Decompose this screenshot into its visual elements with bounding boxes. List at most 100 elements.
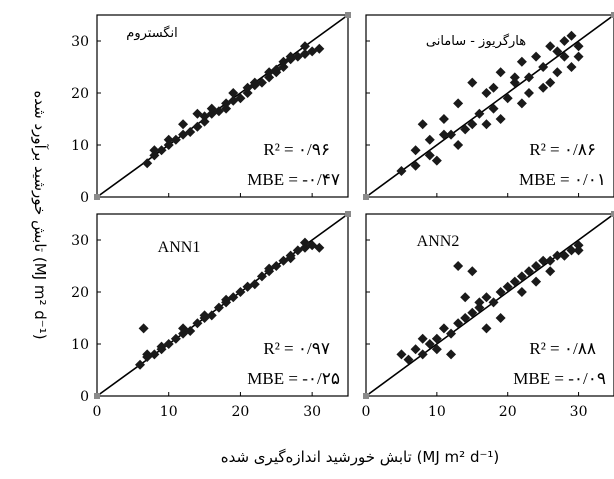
data-point [278,62,289,72]
x-tick-label: 0 [93,404,102,420]
data-point [481,292,492,303]
data-point [410,145,421,156]
x-tick-label: 20 [232,404,250,420]
data-point [566,62,577,72]
r2-label: R² = ۰/۸۸ [529,339,596,358]
data-point [431,344,442,355]
one-to-one-line [365,213,614,397]
data-point [163,134,174,145]
data-point [149,349,160,360]
data-point [523,88,534,98]
end-marker [345,211,351,217]
data-point [221,103,232,114]
data-point [271,67,282,78]
data-point [192,121,203,132]
data-point [488,297,499,308]
data-point [149,150,160,161]
data-point [431,155,442,166]
data-point [149,145,160,156]
data-point [410,160,421,171]
data-point [396,349,407,360]
data-point [256,77,267,88]
x-tick-label: 10 [160,404,178,420]
data-point [474,302,485,313]
data-point [417,119,428,130]
panel-title: ANN2 [417,233,460,250]
data-point [481,119,492,130]
data-point [566,30,577,41]
data-point [516,287,527,297]
data-point [135,359,146,370]
origin-marker [94,194,100,200]
data-point [488,82,499,93]
data-point [453,318,464,329]
x-tick-label: 20 [499,404,517,420]
data-point [488,103,499,114]
plot-frame [96,213,349,397]
data-point [235,287,246,297]
end-marker [611,12,614,18]
data-point [438,323,449,334]
data-point [573,240,584,251]
y-tick-label: 30 [71,34,89,50]
data-point [178,323,189,334]
y-tick-label: 20 [71,86,89,102]
data-point [573,51,584,62]
end-marker [345,12,351,18]
origin-marker [363,194,369,200]
data-point [424,134,435,145]
data-point [495,114,506,124]
panel-1: 0 10 20 30 انگستروم R² = ۰/۹۶ MBE = -۰/۴۷ [71,12,351,206]
mbe-label: MBE = -۰/۴۷ [247,170,340,189]
data-point [163,140,174,150]
data-point [438,114,449,124]
origin-marker [363,393,369,399]
data-point [502,281,513,292]
data-point [538,62,549,72]
y-tick-label: 10 [71,337,89,353]
data-point [228,88,239,98]
data-point [446,129,457,140]
plot-frame [365,213,614,397]
data-point [235,93,246,104]
data-point [559,250,570,261]
data-point [545,266,556,277]
data-point [509,77,520,88]
mbe-label: MBE = -۰/۲۵ [247,369,340,388]
panel-2: هارگریوز - سامانی R² = ۰/۸۶ MBE = ۰/۰۱ [363,12,614,200]
panel-4: 0 10 20 30 ANN2 R² = ۰/۸۸ MBE = -۰/۰۹ [362,211,614,420]
panel-title: انگستروم [126,25,177,41]
data-point [566,245,577,256]
data-point [199,310,210,321]
data-point [403,354,414,365]
data-point [185,127,196,137]
data-point [531,276,542,287]
data-point [396,166,407,176]
y-tick-label: 30 [71,233,89,249]
data-point [502,93,513,104]
data-point [531,261,542,271]
data-point [474,297,485,308]
y-axis-title: تابش خورشید برآورد شده (MJ m² d⁻¹) [31,90,49,339]
x-tick-label: 10 [428,404,446,420]
data-point [264,72,275,83]
panel-title: ANN1 [158,239,201,256]
data-point [460,313,471,323]
x-tick-label: 30 [303,404,321,420]
data-point [552,46,563,57]
data-point [523,72,534,83]
x-axis-title: تابش خورشید اندازه‌گیری شده (MJ m² d⁻¹) [221,448,500,466]
data-point [299,237,310,248]
r2-label: R² = ۰/۹۶ [263,140,330,159]
data-point [278,255,289,266]
data-point [242,88,253,98]
data-point [206,103,217,114]
origin-marker [94,393,100,399]
data-point [285,51,296,62]
x-tick-label: 0 [362,404,371,420]
data-point [474,108,485,119]
data-point [206,310,217,321]
data-point [460,292,471,303]
mbe-label: MBE = -۰/۰۹ [513,369,606,388]
